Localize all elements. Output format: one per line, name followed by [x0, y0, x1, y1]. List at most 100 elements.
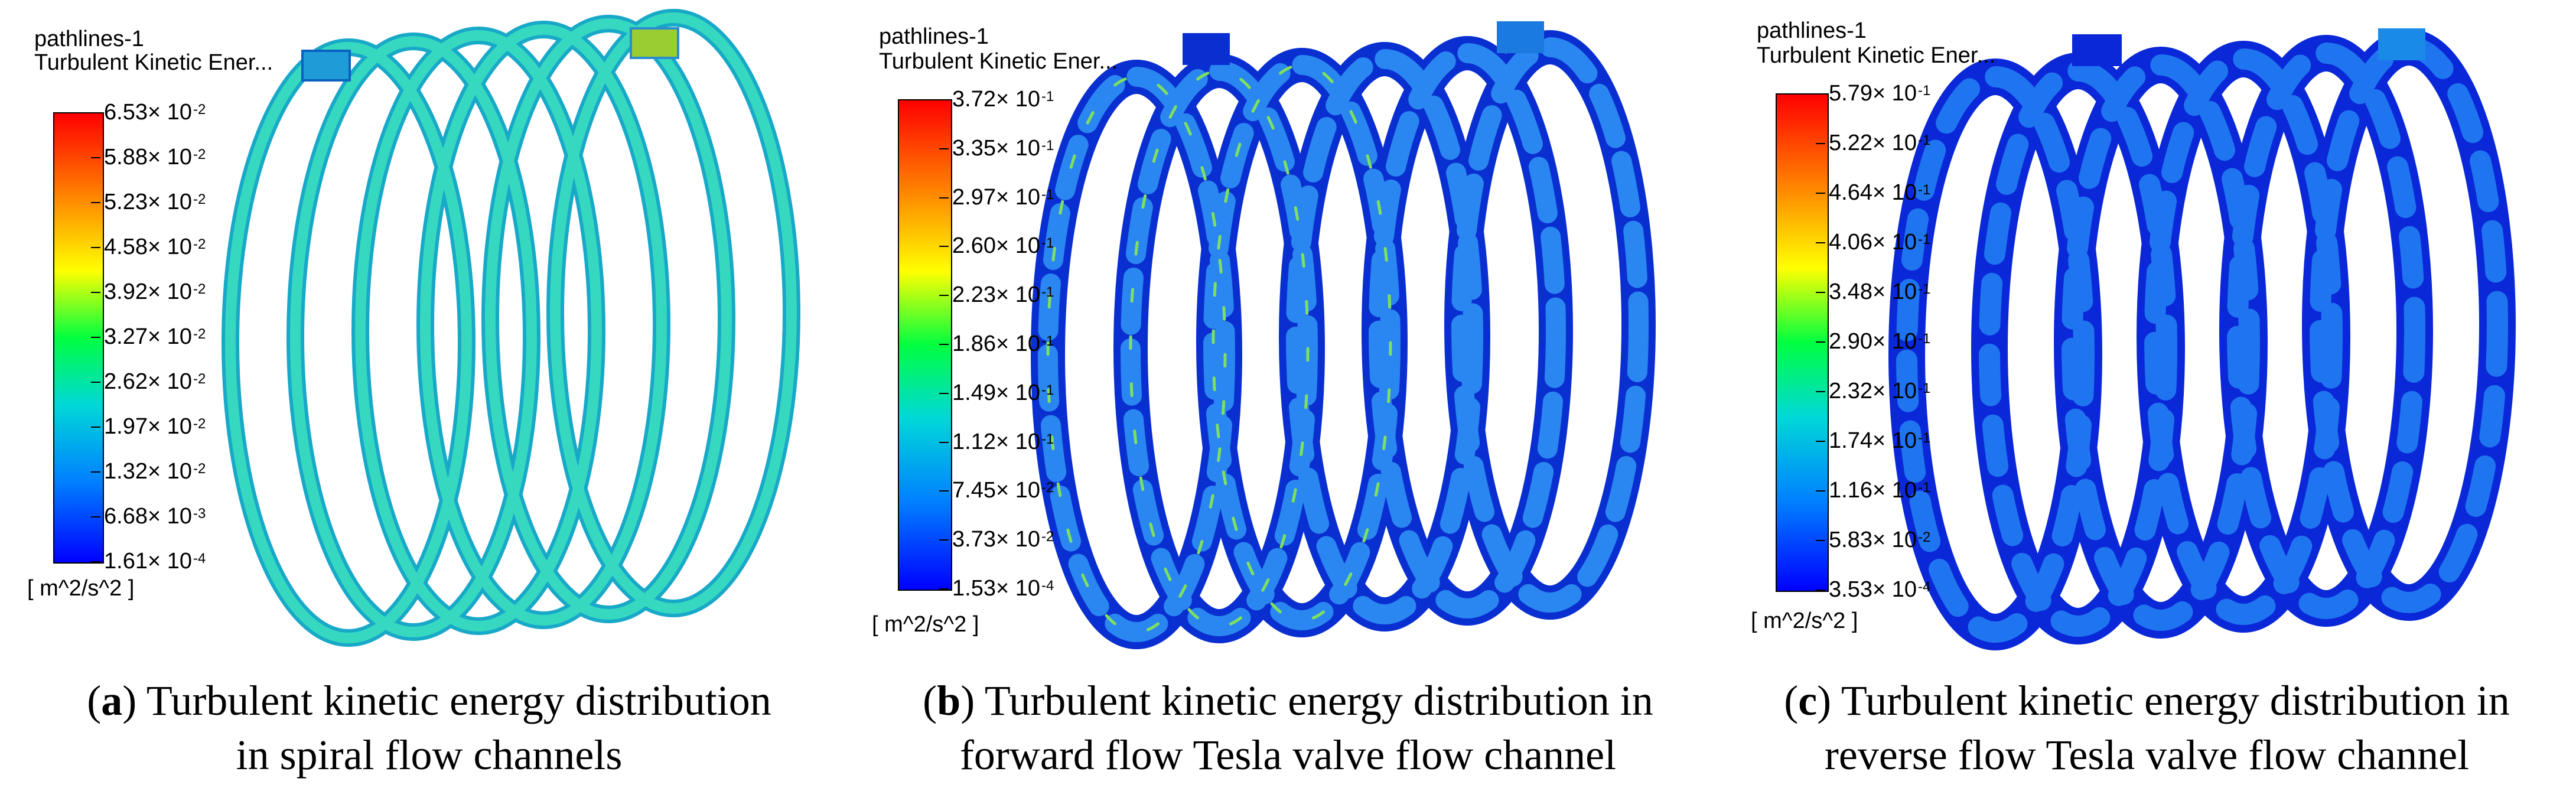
colorbar-tick [1816, 441, 1825, 442]
caption-line-1: ) Turbulent kinetic energy distribution [122, 677, 771, 724]
spiral-channel-render [222, 9, 800, 647]
colorbar-tick-label: 1.74× 10-1 [1829, 428, 1931, 453]
colorbar-tick-label: 5.83× 10-2 [1829, 528, 1931, 552]
caption-line-2: in spiral flow channels [236, 731, 623, 779]
colorbar-tick [1816, 193, 1825, 194]
caption: (b) Turbulent kinetic energy distributio… [923, 677, 1653, 779]
colorbar-tick-label: 1.32× 10-2 [104, 459, 206, 484]
colorbar-tick-label: 1.61× 10-4 [104, 549, 206, 574]
caption-letter: a [101, 677, 123, 724]
legend-title-1: pathlines-1 [879, 24, 989, 49]
legend-title-1: pathlines-1 [34, 27, 144, 51]
outlet-port [630, 27, 679, 59]
spiral-coils [222, 9, 800, 647]
colorbar-tick-label: 6.68× 10-3 [104, 504, 206, 529]
colorbar-tick [939, 490, 949, 492]
colorbar-tick-label: 3.27× 10-2 [104, 324, 206, 349]
colorbar-tick [91, 382, 100, 383]
inlet-port [2072, 34, 2122, 66]
colorbar-tick [1816, 242, 1825, 243]
colorbar-tick [939, 344, 949, 345]
colorbar-tick [1816, 93, 1825, 95]
colorbar-tick [939, 246, 949, 248]
colorbar-tick [91, 561, 100, 562]
colorbar-tick [1816, 590, 1825, 591]
colorbar-tick-label: 1.49× 10-1 [952, 380, 1054, 405]
colorbar-tick-label: 2.90× 10-1 [1829, 329, 1931, 354]
colorbar-tick [91, 247, 100, 248]
colorbar-tick-label: 2.97× 10-1 [952, 184, 1054, 210]
colorbar-tick [939, 588, 949, 590]
caption-line-2: reverse flow Tesla valve flow channel [1824, 731, 2470, 779]
colorbar-tick [939, 392, 949, 394]
colorbar-tick [1816, 341, 1825, 343]
colorbar [53, 112, 104, 564]
colorbar-tick-label: 3.48× 10-1 [1829, 279, 1931, 304]
panel-b: pathlines-1 Turbulent Kinetic Ener... [ … [859, 0, 1717, 804]
outlet-port [2378, 28, 2425, 60]
reverse-tesla-channel-render [1888, 28, 2516, 650]
colorbar-tick-label: 2.60× 10-1 [952, 233, 1054, 259]
colorbar-tick [91, 202, 100, 203]
panel-a: pathlines-1 Turbulent Kinetic Ener... [ … [0, 0, 858, 804]
caption-line-2: forward flow Tesla valve flow channel [959, 731, 1617, 779]
caption-letter: c [1798, 677, 1818, 724]
colorbar-tick [939, 197, 949, 198]
caption-letter: b [937, 677, 961, 724]
legend-title-2: Turbulent Kinetic Ener... [879, 49, 1118, 74]
colorbar-tick [939, 295, 949, 297]
colorbar-tick-label: 3.73× 10-2 [952, 527, 1054, 552]
colorbar-tick [91, 292, 100, 293]
inlet-port [301, 50, 351, 82]
colorbar-tick [1816, 540, 1825, 541]
colorbar-tick [91, 112, 100, 113]
colorbar-tick-label: 1.86× 10-1 [952, 331, 1054, 356]
colorbar-tick [91, 427, 100, 428]
colorbar-tick [939, 441, 949, 443]
colorbar-tick [1816, 490, 1825, 491]
colorbar-tick [91, 471, 100, 473]
caption: (a) Turbulent kinetic energy distributio… [87, 677, 771, 779]
colorbar-tick [1816, 292, 1825, 293]
units-label: [ m^2/s^2 ] [1751, 608, 1858, 633]
colorbar-tick-label: 4.58× 10-2 [104, 235, 206, 259]
colorbar-tick-label: 2.62× 10-2 [104, 369, 206, 394]
colorbar-tick-label: 1.12× 10-1 [952, 429, 1054, 454]
colorbar [1776, 93, 1829, 592]
colorbar-tick-label: 7.45× 10-2 [952, 478, 1054, 503]
colorbar-tick [91, 337, 100, 338]
colorbar-tick [91, 157, 100, 158]
colorbar-tick-label: 5.23× 10-2 [104, 190, 206, 214]
colorbar-tick [91, 516, 100, 517]
colorbar-tick [1816, 391, 1825, 392]
units-label: [ m^2/s^2 ] [872, 612, 979, 637]
legend-title-2: Turbulent Kinetic Ener... [34, 50, 273, 75]
colorbar-tick-label: 6.53× 10-2 [104, 100, 206, 125]
panel-c: pathlines-1 Turbulent Kinetic Ener... [ … [1718, 0, 2576, 804]
colorbar-tick-label: 1.97× 10-2 [104, 414, 206, 439]
colorbar-tick-label: 3.53× 10-4 [1829, 577, 1931, 602]
colorbar-tick-label: 3.35× 10-1 [952, 135, 1054, 161]
inlet-port [1183, 33, 1230, 65]
legend-title-1: pathlines-1 [1757, 18, 1867, 43]
caption-line-1: ) Turbulent kinetic energy distribution … [1817, 677, 2510, 724]
legend-title-2: Turbulent Kinetic Ener... [1757, 43, 1996, 68]
colorbar-tick-label: 4.64× 10-1 [1829, 180, 1931, 205]
colorbar-tick-label: 1.16× 10-1 [1829, 478, 1931, 503]
colorbar-tick-label: 2.32× 10-1 [1829, 379, 1931, 403]
colorbar-tick [939, 148, 949, 149]
colorbar-tick-label: 5.88× 10-2 [104, 145, 206, 170]
units-label: [ m^2/s^2 ] [27, 576, 135, 601]
colorbar [898, 99, 952, 591]
colorbar-tick [939, 539, 949, 541]
colorbar-tick [939, 99, 949, 100]
colorbar-tick-label: 5.79× 10-1 [1829, 81, 1931, 106]
colorbar-tick [1816, 143, 1825, 144]
colorbar-tick-label: 5.22× 10-1 [1829, 131, 1931, 155]
colorbar-tick-label: 3.72× 10-1 [952, 87, 1054, 112]
colorbar-tick-label: 3.92× 10-2 [104, 279, 206, 304]
colorbar-tick-label: 1.53× 10-4 [952, 576, 1054, 601]
colorbar-tick-label: 4.06× 10-1 [1829, 230, 1931, 255]
colorbar-tick-label: 2.23× 10-1 [952, 282, 1054, 308]
caption: (c) Turbulent kinetic energy distributio… [1784, 677, 2510, 779]
